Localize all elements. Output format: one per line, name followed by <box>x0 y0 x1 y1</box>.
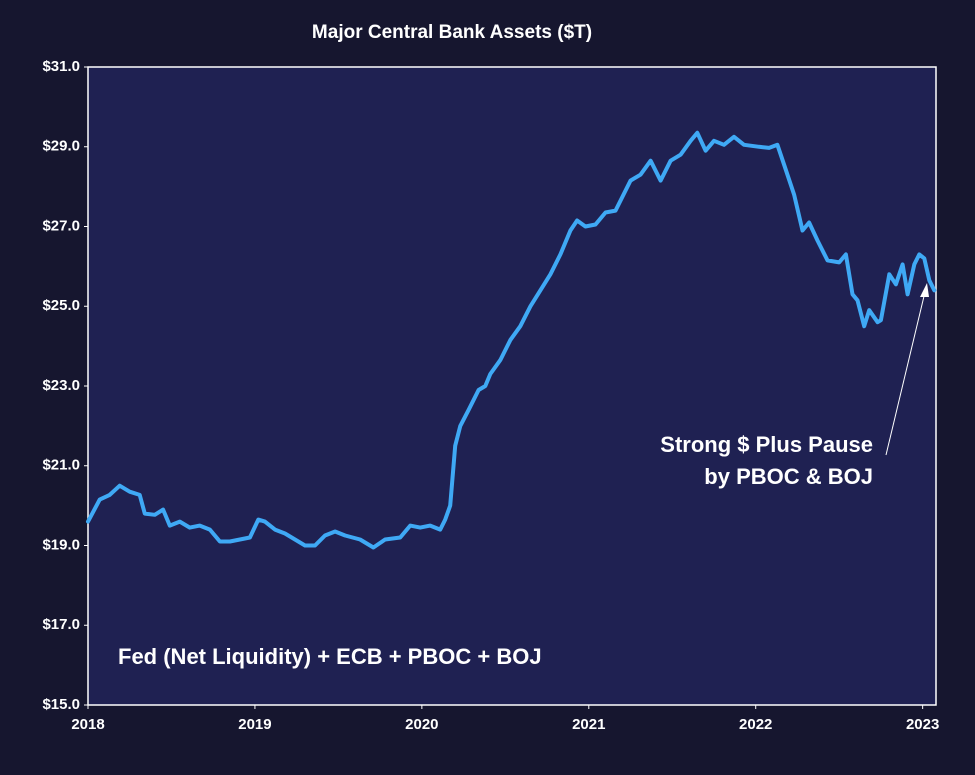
chart-title: Major Central Bank Assets ($T) <box>312 22 592 43</box>
annotation: Fed (Net Liquidity) + ECB + PBOC + BOJ <box>118 644 542 669</box>
y-tick-label: $25.0 <box>42 297 80 314</box>
y-tick-label: $15.0 <box>42 696 80 713</box>
x-tick-label: 2022 <box>739 716 772 733</box>
y-tick-label: $29.0 <box>42 138 80 155</box>
y-tick-label: $27.0 <box>42 217 80 234</box>
y-tick-label: $21.0 <box>42 457 80 474</box>
callout-arrowhead <box>920 283 929 297</box>
data-line <box>86 130 937 550</box>
y-tick-label: $17.0 <box>42 616 80 633</box>
plot-area <box>87 66 937 706</box>
x-tick-label: 2019 <box>238 716 271 733</box>
x-tick-label: 2023 <box>906 716 939 733</box>
x-tick-label: 2020 <box>405 716 438 733</box>
callout-line: Strong $ Plus Pause <box>660 432 873 457</box>
y-tick-label: $31.0 <box>42 58 80 75</box>
x-tick-label: 2018 <box>71 716 104 733</box>
y-tick-label: $19.0 <box>42 536 80 553</box>
x-tick-label: 2021 <box>572 716 605 733</box>
y-tick-label: $23.0 <box>42 377 80 394</box>
callout-arrow <box>885 291 926 456</box>
callout-line: by PBOC & BOJ <box>704 464 873 489</box>
